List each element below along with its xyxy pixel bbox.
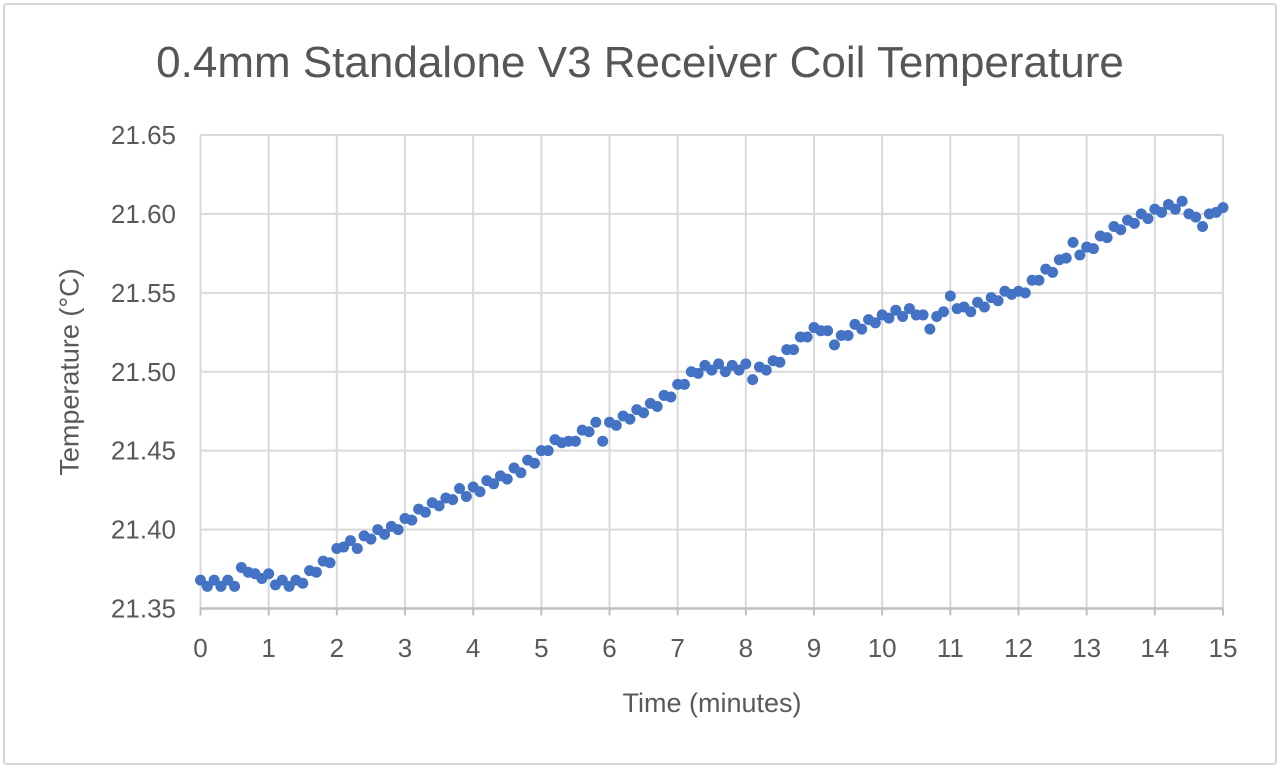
svg-text:21.55: 21.55 <box>111 278 176 308</box>
svg-text:10: 10 <box>868 633 897 663</box>
chart-border <box>3 3 1277 765</box>
svg-text:7: 7 <box>670 633 684 663</box>
svg-text:21.45: 21.45 <box>111 436 176 466</box>
svg-text:9: 9 <box>807 633 821 663</box>
svg-text:8: 8 <box>739 633 753 663</box>
svg-text:13: 13 <box>1072 633 1101 663</box>
svg-text:14: 14 <box>1140 633 1169 663</box>
svg-text:0: 0 <box>193 633 207 663</box>
chart-title: 0.4mm Standalone V3 Receiver Coil Temper… <box>156 38 1124 87</box>
svg-text:3: 3 <box>398 633 412 663</box>
axis-lines <box>199 607 1224 616</box>
svg-text:4: 4 <box>466 633 480 663</box>
svg-text:21.40: 21.40 <box>111 515 176 545</box>
svg-text:21.60: 21.60 <box>111 199 176 229</box>
svg-text:21.35: 21.35 <box>111 594 176 624</box>
svg-text:5: 5 <box>534 633 548 663</box>
svg-text:12: 12 <box>1004 633 1033 663</box>
svg-text:6: 6 <box>602 633 616 663</box>
svg-text:1: 1 <box>261 633 275 663</box>
y-tick-labels: 21.35 21.40 21.45 21.50 21.55 21.60 21.65 <box>111 120 176 624</box>
svg-text:21.50: 21.50 <box>111 357 176 387</box>
svg-text:2: 2 <box>330 633 344 663</box>
svg-text:15: 15 <box>1209 633 1238 663</box>
x-tick-labels: 0 1 2 3 4 5 6 7 8 9 10 11 12 13 14 15 <box>193 633 1237 663</box>
svg-text:21.65: 21.65 <box>111 120 176 150</box>
scatter-series <box>195 195 1229 592</box>
x-axis-title: Time (minutes) <box>622 688 802 718</box>
svg-text:11: 11 <box>937 633 964 663</box>
